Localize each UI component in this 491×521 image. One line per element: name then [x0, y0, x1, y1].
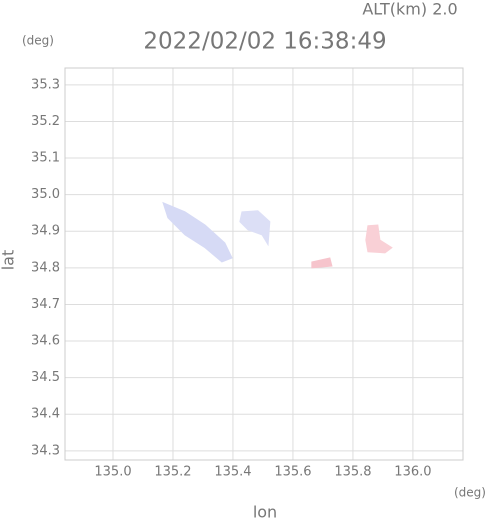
x-axis-label: lon	[253, 503, 277, 521]
y-tick-label: 35.3	[31, 77, 60, 92]
y-tick-label: 34.8	[31, 260, 60, 275]
y-tick-label: 34.3	[31, 443, 60, 458]
echo-region	[365, 224, 393, 254]
chart-title: 2022/02/02 16:38:49	[143, 29, 386, 55]
y-tick-label: 35.2	[31, 114, 60, 129]
x-tick-label: 135.0	[94, 465, 131, 480]
y-tick-label: 34.9	[31, 224, 60, 239]
y-tick-label: 34.5	[31, 370, 60, 385]
x-tick-label: 136.0	[394, 465, 431, 480]
x-tick-label: 135.2	[154, 465, 191, 480]
plot-frame	[64, 67, 464, 461]
y-tick-label: 34.6	[31, 334, 60, 349]
x-tick-label: 135.6	[274, 465, 311, 480]
y-tick-label: 35.0	[31, 187, 60, 202]
chart-subtitle: ALT(km) 2.0	[362, 0, 457, 19]
x-tick-label: 135.4	[214, 465, 251, 480]
y-axis-label: lat	[0, 250, 18, 271]
y-tick-label: 34.7	[31, 297, 60, 312]
y-unit: (deg)	[22, 34, 54, 48]
echo-region	[162, 201, 233, 263]
x-unit: (deg)	[454, 486, 486, 500]
echo-region	[311, 257, 333, 269]
x-tick-label: 135.8	[334, 465, 371, 480]
echo-region	[239, 210, 271, 247]
y-tick-label: 35.1	[31, 151, 60, 166]
y-tick-label: 34.4	[31, 407, 60, 422]
